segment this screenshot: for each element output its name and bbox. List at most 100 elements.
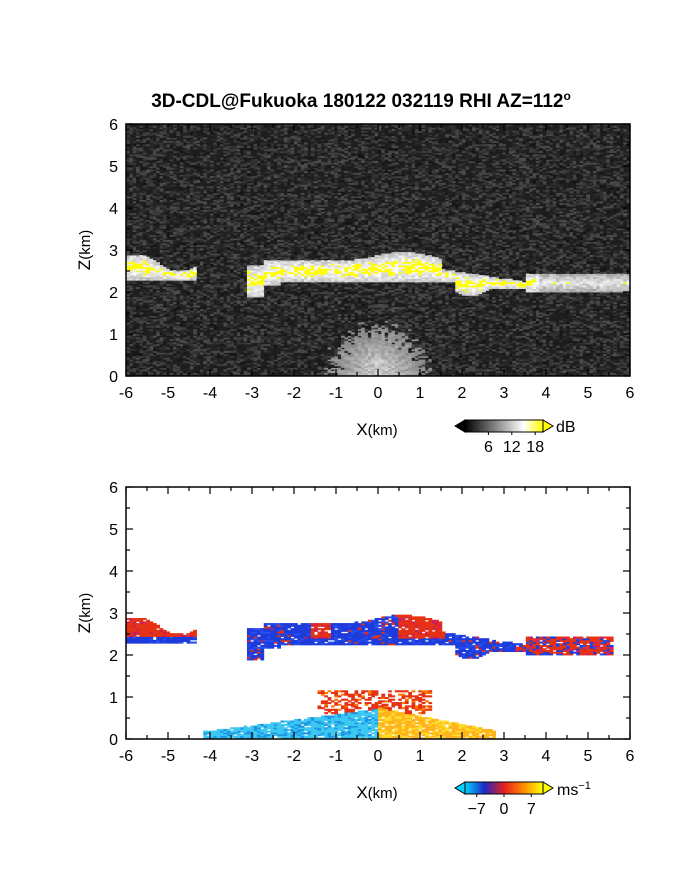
intensity-cell — [183, 370, 187, 374]
intensity-cell — [246, 197, 251, 200]
intensity-cell — [240, 179, 244, 182]
intensity-cell — [136, 233, 140, 236]
intensity-cell — [246, 145, 251, 148]
intensity-cell — [230, 157, 234, 160]
intensity-cell — [136, 137, 140, 140]
intensity-cell — [216, 350, 221, 353]
intensity-cell — [176, 302, 181, 305]
intensity-cell — [196, 216, 201, 219]
intensity-cell — [136, 189, 140, 192]
intensity-cell — [189, 273, 194, 276]
intensity-cell — [136, 315, 140, 318]
intensity-cell — [263, 139, 268, 142]
intensity-cell — [179, 315, 184, 318]
intensity-cell — [186, 295, 191, 298]
intensity-cell — [132, 208, 137, 211]
intensity-cell — [149, 125, 154, 128]
intensity-cell — [183, 223, 187, 226]
intensity-cell — [176, 325, 181, 328]
intensity-cell — [149, 357, 154, 360]
intensity-cell — [260, 129, 265, 132]
intensity-cell — [142, 263, 147, 266]
intensity-cell — [267, 328, 271, 332]
intensity-cell — [280, 221, 285, 224]
intensity-cell — [173, 305, 177, 308]
intensity-cell — [220, 127, 224, 130]
intensity-cell — [152, 184, 157, 187]
intensity-cell — [136, 318, 140, 321]
intensity-cell — [173, 364, 177, 367]
intensity-cell — [159, 209, 164, 212]
intensity-cell — [149, 223, 154, 226]
intensity-cell — [277, 144, 281, 147]
intensity-cell — [206, 236, 211, 239]
intensity-cell — [277, 342, 281, 345]
intensity-cell — [146, 265, 150, 268]
intensity-cell — [136, 276, 140, 279]
intensity-cell — [159, 208, 164, 211]
intensity-cell — [129, 330, 134, 333]
intensity-cell — [139, 367, 144, 370]
intensity-cell — [139, 340, 144, 343]
intensity-cell — [129, 335, 134, 338]
intensity-cell — [179, 132, 184, 135]
intensity-cell — [159, 179, 164, 182]
intensity-cell — [179, 172, 184, 175]
intensity-cell — [243, 367, 248, 370]
intensity-cell — [166, 283, 171, 286]
intensity-cell — [189, 132, 194, 135]
intensity-cell — [159, 285, 164, 288]
intensity-cell — [206, 300, 211, 303]
intensity-cell — [146, 261, 150, 264]
intensity-cell — [139, 266, 144, 269]
intensity-cell — [162, 130, 167, 133]
intensity-cell — [132, 313, 137, 316]
intensity-cell — [240, 132, 244, 135]
intensity-cell — [186, 327, 191, 330]
intensity-cell — [236, 332, 241, 335]
intensity-cell — [173, 239, 177, 242]
intensity-cell — [179, 260, 184, 263]
intensity-cell — [210, 278, 214, 281]
intensity-cell — [216, 283, 221, 286]
intensity-cell — [233, 261, 238, 264]
intensity-cell — [132, 236, 137, 239]
intensity-cell — [126, 160, 130, 164]
intensity-cell — [139, 223, 144, 226]
intensity-cell — [159, 194, 164, 197]
intensity-cell — [189, 256, 194, 259]
intensity-cell — [132, 197, 137, 200]
intensity-cell — [166, 281, 171, 284]
intensity-cell — [129, 219, 134, 222]
intensity-cell — [277, 292, 281, 295]
intensity-cell — [206, 275, 211, 278]
intensity-cell — [159, 372, 164, 375]
intensity-cell — [223, 206, 228, 209]
intensity-cell — [250, 144, 255, 147]
intensity-cell — [136, 144, 140, 147]
intensity-cell — [136, 328, 140, 332]
intensity-cell — [186, 125, 191, 128]
intensity-cell — [230, 280, 234, 283]
intensity-cell — [146, 281, 150, 284]
intensity-cell — [223, 236, 228, 239]
intensity-cell — [132, 224, 137, 227]
intensity-cell — [139, 318, 144, 321]
intensity-cell — [139, 293, 144, 296]
intensity-cell — [253, 328, 258, 332]
intensity-cell — [162, 276, 167, 279]
intensity-cell — [189, 288, 194, 291]
intensity-cell — [149, 345, 154, 348]
intensity-cell — [220, 307, 224, 310]
intensity-cell — [260, 315, 265, 318]
intensity-cell — [173, 229, 177, 232]
intensity-cell — [152, 132, 157, 135]
intensity-cell — [136, 320, 140, 323]
intensity-cell — [126, 328, 130, 332]
intensity-cell — [206, 194, 211, 197]
intensity-cell — [220, 172, 224, 175]
intensity-cell — [166, 313, 171, 316]
intensity-cell — [159, 290, 164, 293]
intensity-cell — [173, 263, 177, 266]
intensity-cell — [169, 208, 174, 211]
